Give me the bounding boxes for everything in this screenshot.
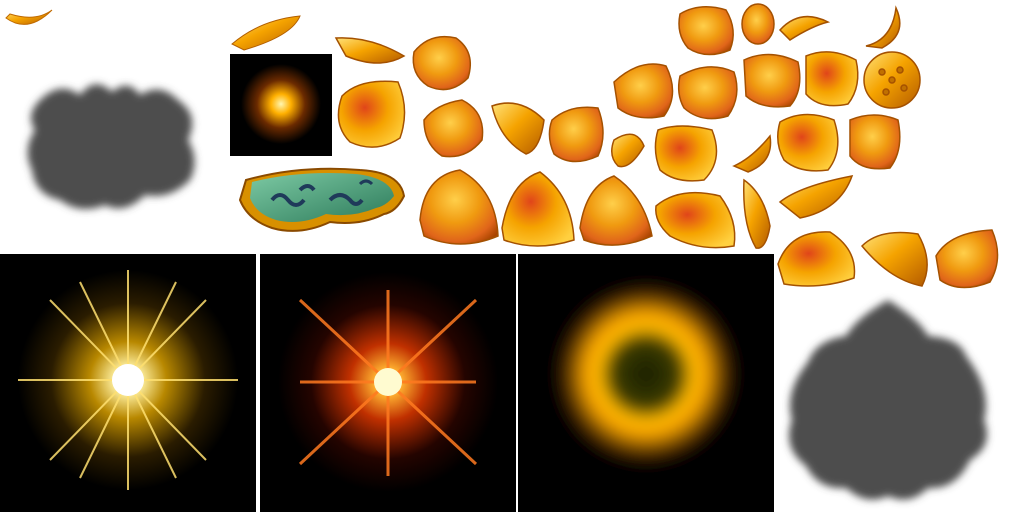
small-petal-curl-icon [5, 9, 53, 25]
flower-shadow-bottom-right-icon [789, 300, 987, 500]
starburst-gold-icon [18, 270, 238, 490]
lotus-tray-icon [238, 167, 406, 232]
glow-dot-icon [241, 64, 321, 144]
glow-ring-icon [550, 278, 742, 470]
petal-set-icon [334, 3, 999, 289]
flower-shadow-top-left-icon [27, 84, 195, 209]
starburst-red-icon [278, 272, 498, 492]
petal-thin-icon [231, 15, 301, 51]
